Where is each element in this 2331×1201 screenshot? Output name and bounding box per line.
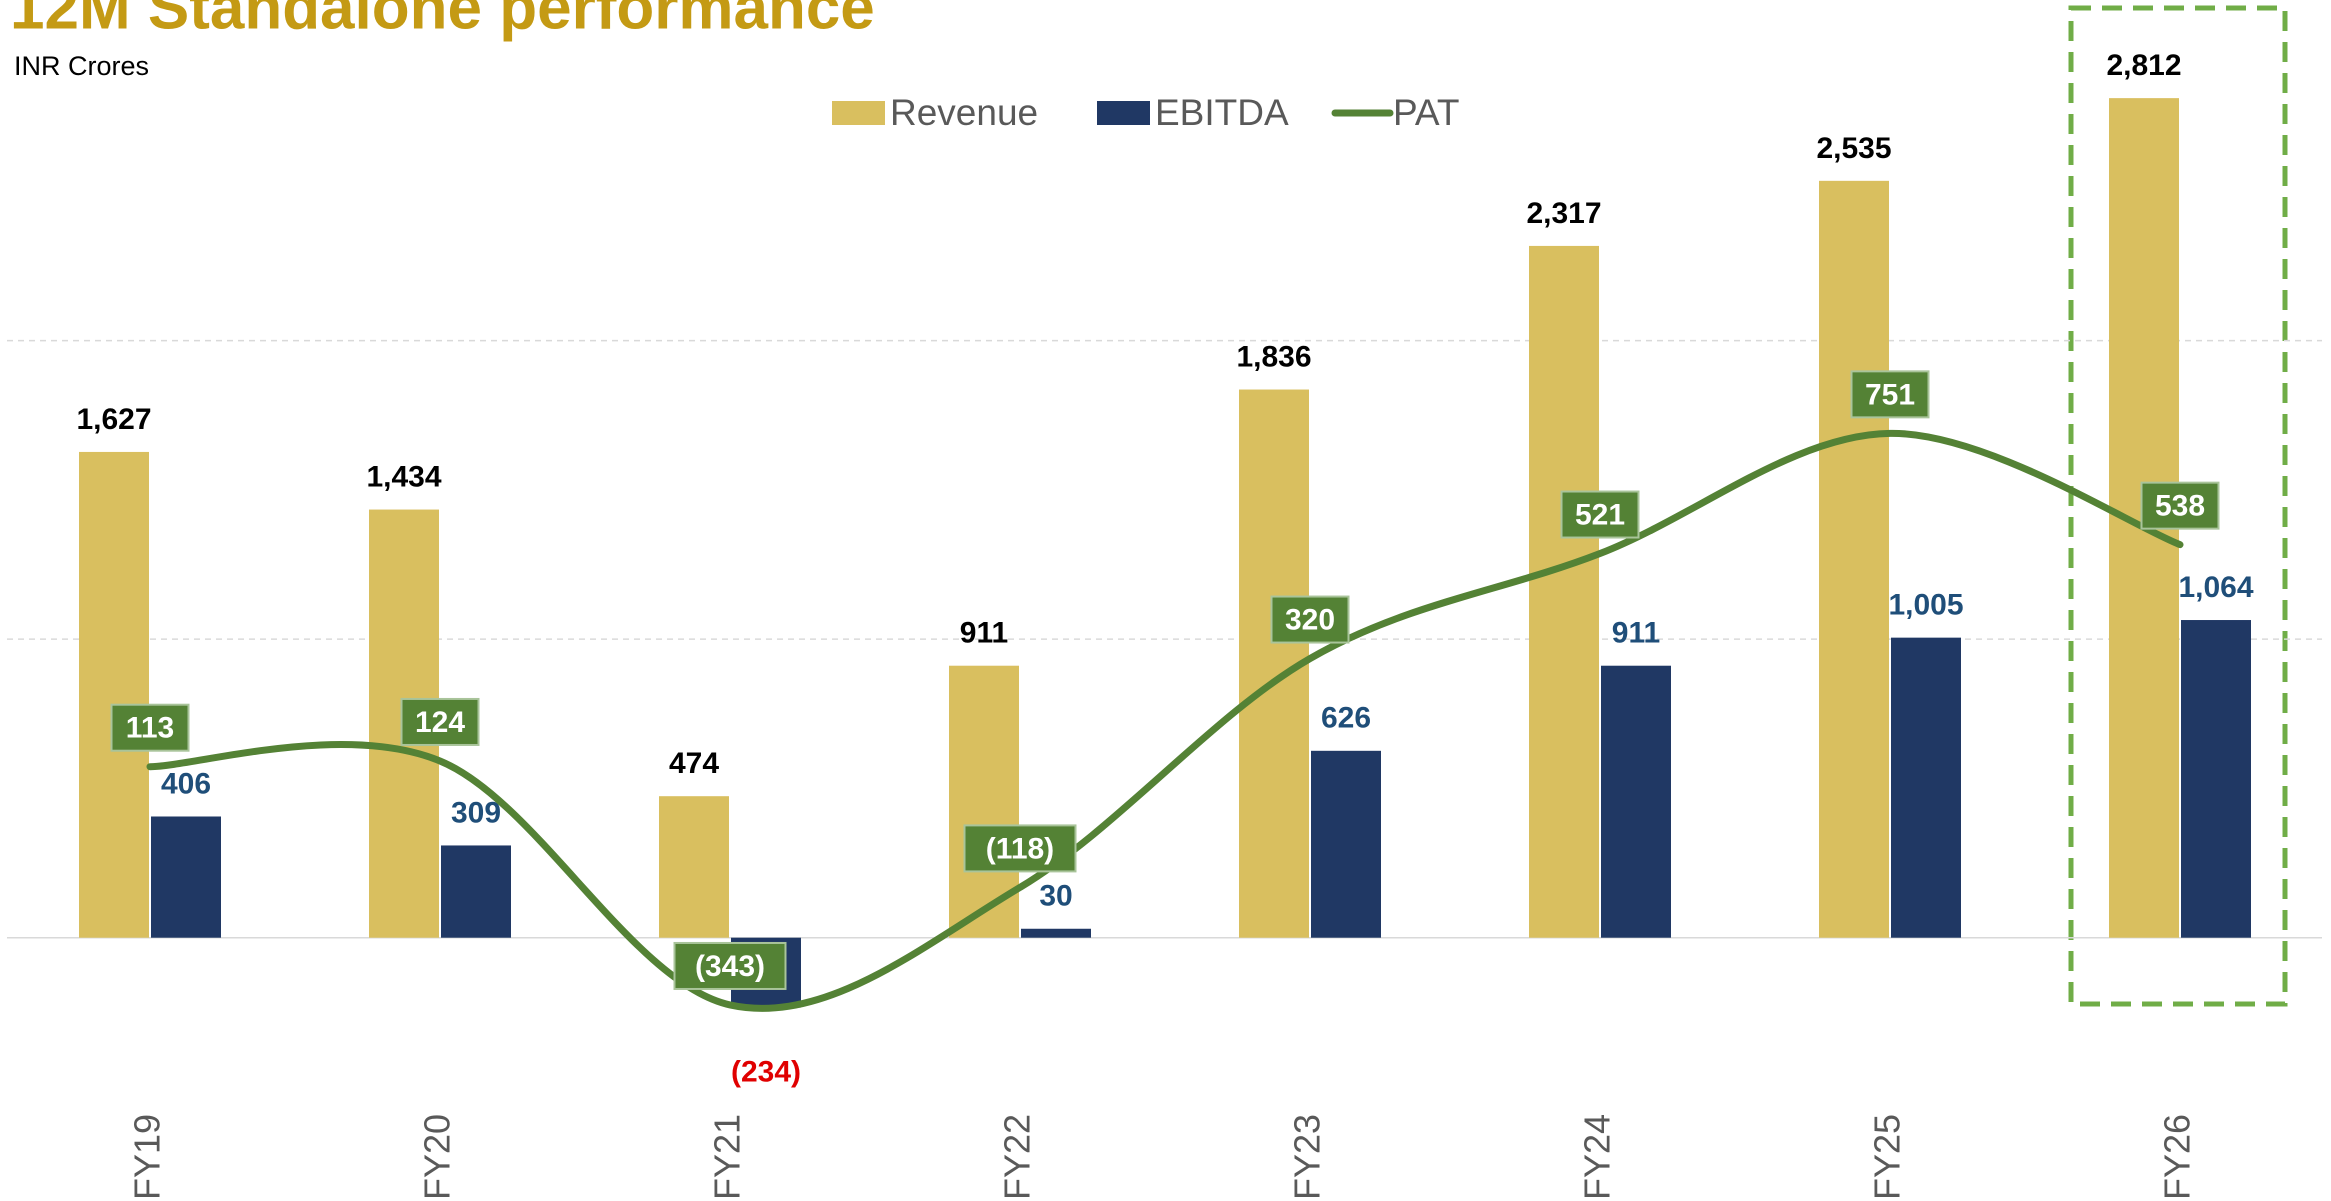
bar xyxy=(2181,620,2251,938)
data-label: 538 xyxy=(2155,490,2205,523)
data-label: 406 xyxy=(161,767,211,800)
data-label: 911 xyxy=(1612,617,1660,650)
data-label-box xyxy=(110,703,190,752)
x-tick-label: FY19 xyxy=(127,1114,168,1200)
chart-subtitle: INR Crores xyxy=(14,51,149,81)
data-label: 474 xyxy=(669,747,719,780)
data-label-box xyxy=(2140,481,2220,530)
data-label-box xyxy=(1270,595,1350,644)
x-tick-label: FY20 xyxy=(417,1114,458,1200)
bar xyxy=(1021,928,1091,938)
legend-swatch xyxy=(1097,101,1150,125)
highlight-box xyxy=(2068,5,2288,1007)
legend-label: Revenue xyxy=(890,92,1038,133)
data-label: 911 xyxy=(960,617,1008,650)
bar xyxy=(659,796,729,938)
data-label-box xyxy=(673,941,787,990)
data-label: 521 xyxy=(1575,498,1625,531)
data-label: 124 xyxy=(415,706,465,739)
data-label: 1,064 xyxy=(2178,571,2253,604)
bar xyxy=(1601,665,1671,938)
data-label: (343) xyxy=(695,950,765,983)
bar xyxy=(1891,637,1961,938)
data-label-box xyxy=(963,824,1077,873)
legend-label: PAT xyxy=(1393,92,1459,133)
x-tick-label: FY22 xyxy=(997,1114,1038,1200)
data-label-box xyxy=(1850,370,1930,419)
x-tick-label: FY23 xyxy=(1287,1114,1328,1200)
bar xyxy=(441,845,511,938)
data-label: 751 xyxy=(1865,378,1915,411)
x-tick-label: FY25 xyxy=(1867,1114,1908,1200)
line xyxy=(146,429,2184,1012)
legend-swatch xyxy=(832,101,885,125)
data-label-box xyxy=(400,697,480,746)
data-label: 1,627 xyxy=(76,403,151,436)
bar xyxy=(1529,245,1599,938)
data-label: (118) xyxy=(986,832,1054,865)
data-label: 30 xyxy=(1039,880,1072,913)
data-label: 2,317 xyxy=(1526,197,1601,230)
bar xyxy=(151,816,221,938)
data-label: 2,812 xyxy=(2106,49,2181,82)
data-label: 320 xyxy=(1285,603,1335,636)
bar xyxy=(1311,750,1381,938)
data-label: 309 xyxy=(451,796,501,829)
data-label: 626 xyxy=(1321,702,1371,735)
bar xyxy=(79,451,149,938)
x-tick-label: FY21 xyxy=(707,1114,748,1200)
chart-title: 12M Standalone performance xyxy=(10,0,875,42)
data-label: 113 xyxy=(126,712,174,745)
x-tick-label: FY24 xyxy=(1577,1114,1618,1200)
x-tick-label: FY26 xyxy=(2157,1114,2198,1200)
data-label: 1,005 xyxy=(1888,589,1963,622)
data-label: (234) xyxy=(731,1056,801,1089)
legend-label: EBITDA xyxy=(1155,92,1289,133)
bar xyxy=(1819,180,1889,938)
data-label: 1,836 xyxy=(1236,340,1311,373)
data-label-box xyxy=(1560,490,1640,539)
data-label: 1,434 xyxy=(366,460,441,493)
data-label: 2,535 xyxy=(1816,132,1891,165)
